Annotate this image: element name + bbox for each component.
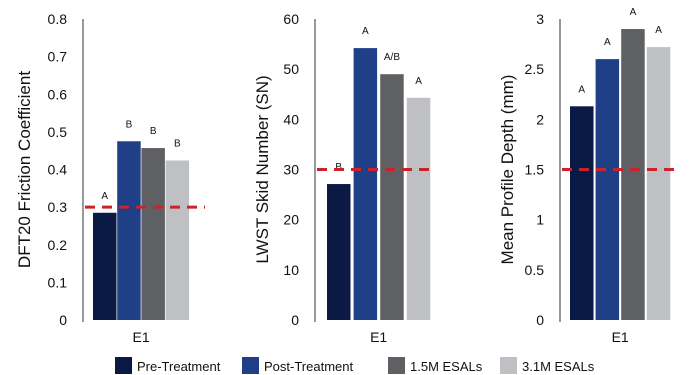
significance-label: B xyxy=(150,126,157,137)
y-tick-label: 3 xyxy=(536,11,544,27)
y-tick-label: 0 xyxy=(59,312,67,328)
y-tick-label: 0.1 xyxy=(48,274,68,290)
y-tick-label: 0.7 xyxy=(48,49,68,65)
y-tick-label: 0.2 xyxy=(48,237,68,253)
bar-3-1m-esals xyxy=(165,160,190,320)
chart-panels: 0 0.1 0.2 0.3 0.4 0.5 0.6 0.7 0.8 DFT20 Friction … xyxy=(15,7,681,345)
bar-1-5m-esals xyxy=(621,29,645,321)
bar-pre-treatment xyxy=(327,184,351,320)
y-tick-label: 10 xyxy=(283,262,299,278)
bar-pre-treatment xyxy=(93,212,117,320)
significance-label: A xyxy=(604,37,611,48)
significance-label: A xyxy=(362,26,369,37)
legend-swatch xyxy=(242,357,259,374)
y-tick-label: 1.5 xyxy=(525,162,545,178)
legend-label: 3.1M ESALs xyxy=(522,359,595,374)
bar-post-treatment xyxy=(117,141,141,320)
y-tick-label: 0.5 xyxy=(48,124,68,140)
y-axis-title: DFT20 Friction Coefficient xyxy=(15,71,34,268)
chart-panel-2: 0 10 20 30 40 50 60 LWST Skid Number (SN) B A A/B A… xyxy=(253,11,431,345)
y-tick-label: 2 xyxy=(536,111,544,127)
y-tick-label: 40 xyxy=(283,111,299,127)
legend-item: 3.1M ESALs xyxy=(500,357,595,374)
legend-label: Post-Treatment xyxy=(264,359,353,374)
legend-swatch xyxy=(388,357,405,374)
legend-swatch xyxy=(115,357,132,374)
y-tick-label: 0.3 xyxy=(48,199,68,215)
significance-label: A/B xyxy=(384,52,400,63)
legend-swatch xyxy=(500,357,517,374)
y-axis-title: Mean Profile Depth (mm) xyxy=(498,75,517,265)
significance-label: A xyxy=(655,25,662,36)
y-axis-title: LWST Skid Number (SN) xyxy=(253,75,272,263)
significance-label: A xyxy=(578,84,585,95)
legend-item: Pre-Treatment xyxy=(115,357,221,374)
x-category-label: E1 xyxy=(370,329,387,345)
y-tick-label: 0.6 xyxy=(48,86,68,102)
y-tick-label: 60 xyxy=(283,11,299,27)
y-tick-label: 0 xyxy=(291,312,299,328)
bar-3-1m-esals xyxy=(406,97,431,321)
y-tick-label: 20 xyxy=(283,212,299,228)
y-tick-label: 50 xyxy=(283,61,299,77)
bar-1-5m-esals xyxy=(141,148,165,320)
y-tick-label: 0.5 xyxy=(525,262,545,278)
legend-label: Pre-Treatment xyxy=(137,359,221,374)
legend: Pre-Treatment Post-Treatment 1.5M ESALs 3.1… xyxy=(115,357,595,374)
y-tick-label: 0.4 xyxy=(48,162,68,178)
y-tick-label: 2.5 xyxy=(525,61,545,77)
significance-label: A xyxy=(415,76,422,87)
bar-3-1m-esals xyxy=(646,47,671,321)
significance-label: A xyxy=(101,191,108,202)
significance-label: B xyxy=(174,138,181,149)
y-tick-label: 0.8 xyxy=(48,11,68,27)
bar-pre-treatment xyxy=(570,106,594,320)
bar-post-treatment xyxy=(595,59,620,321)
significance-label: A xyxy=(630,7,637,18)
x-category-label: E1 xyxy=(132,329,149,345)
chart-panel-3: 0 0.5 1 1.5 2 2.5 3 Mean Profile Depth (mm) A A A A… xyxy=(498,7,681,345)
chart-panel-1: 0 0.1 0.2 0.3 0.4 0.5 0.6 0.7 0.8 DFT20 Friction … xyxy=(15,11,205,345)
legend-item: 1.5M ESALs xyxy=(388,357,483,374)
legend-item: Post-Treatment xyxy=(242,357,353,374)
significance-label: B xyxy=(335,162,342,173)
legend-label: 1.5M ESALs xyxy=(410,359,483,374)
y-tick-label: 1 xyxy=(536,212,544,228)
significance-label: B xyxy=(126,119,133,130)
y-tick-label: 30 xyxy=(283,162,299,178)
y-tick-label: 0 xyxy=(536,312,544,328)
bar-1-5m-esals xyxy=(380,74,404,320)
x-category-label: E1 xyxy=(612,329,629,345)
bar-post-treatment xyxy=(353,48,378,320)
